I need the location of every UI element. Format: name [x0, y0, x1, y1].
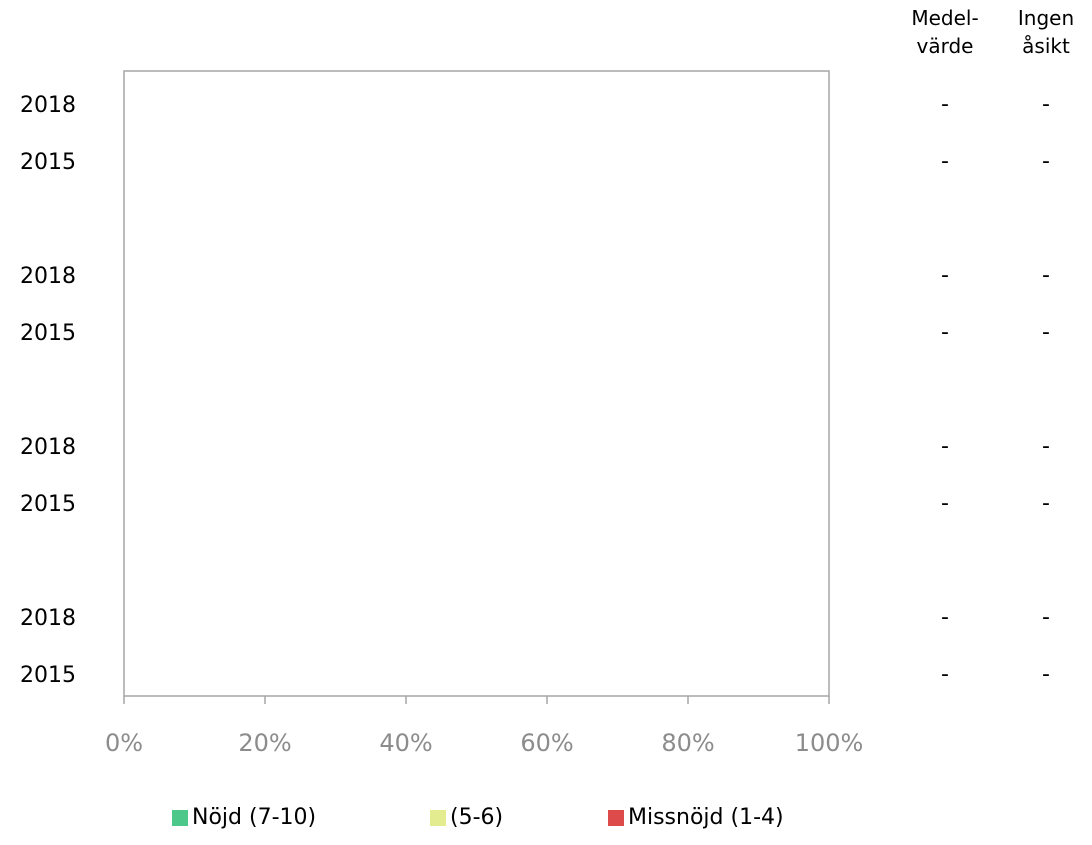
medelvarde-value: - [941, 605, 949, 630]
category-label: 2015 [20, 492, 76, 517]
medelvarde-header-line1: Medel- [911, 6, 979, 30]
medelvarde-value: - [941, 92, 949, 117]
legend-item-missnojd: Missnöjd (1-4) [608, 805, 784, 830]
category-label: 2018 [20, 435, 76, 460]
medelvarde-value: - [941, 434, 949, 459]
ingen-asikt-value: - [1042, 491, 1050, 516]
medelvarde-value: - [941, 662, 949, 687]
medelvarde-value: - [941, 263, 949, 288]
x-tick-label: 20% [238, 729, 291, 757]
legend-label-neutral: (5-6) [450, 805, 504, 830]
category-label: 2018 [20, 264, 76, 289]
category-label: 2018 [20, 93, 76, 118]
ingen-asikt-header: Ingen åsikt [1000, 4, 1092, 60]
legend-item-nojd: Nöjd (7-10) [172, 805, 316, 830]
ingen-asikt-value: - [1042, 434, 1050, 459]
legend-item-neutral: (5-6) [430, 805, 503, 830]
x-tick-label: 0% [105, 729, 143, 757]
plot-area-border [123, 70, 830, 697]
legend: Nöjd (7-10) (5-6) Missnöjd (1-4) [0, 805, 1092, 845]
x-tick-label: 40% [379, 729, 432, 757]
legend-swatch-missnojd [608, 809, 624, 826]
ingen-asikt-value: - [1042, 92, 1050, 117]
chart: 0% 20% 40% 60% 80% 100% 2018 2015 2018 2015 2018 20… [20, 70, 1050, 757]
ingen-asikt-header-line2: åsikt [1022, 34, 1070, 58]
medelvarde-header-line2: värde [916, 34, 974, 58]
medelvarde-value: - [941, 320, 949, 345]
category-label: 2015 [20, 150, 76, 175]
legend-label-nojd: Nöjd (7-10) [192, 805, 317, 830]
x-tick-label: 100% [795, 729, 864, 757]
ingen-asikt-header-line1: Ingen [1017, 6, 1075, 30]
medelvarde-header: Medel- värde [895, 4, 995, 60]
legend-swatch-nojd [172, 809, 188, 826]
legend-swatch-neutral [430, 809, 446, 826]
category-label: 2018 [20, 606, 76, 631]
ingen-asikt-value: - [1042, 605, 1050, 630]
category-label: 2015 [20, 663, 76, 688]
x-tick-label: 80% [661, 729, 714, 757]
legend-label-missnojd: Missnöjd (1-4) [628, 805, 784, 830]
medelvarde-value: - [941, 149, 949, 174]
ingen-asikt-value: - [1042, 662, 1050, 687]
category-label: 2015 [20, 321, 76, 346]
ingen-asikt-value: - [1042, 149, 1050, 174]
ingen-asikt-value: - [1042, 320, 1050, 345]
ingen-asikt-value: - [1042, 263, 1050, 288]
medelvarde-value: - [941, 491, 949, 516]
x-tick-label: 60% [520, 729, 573, 757]
